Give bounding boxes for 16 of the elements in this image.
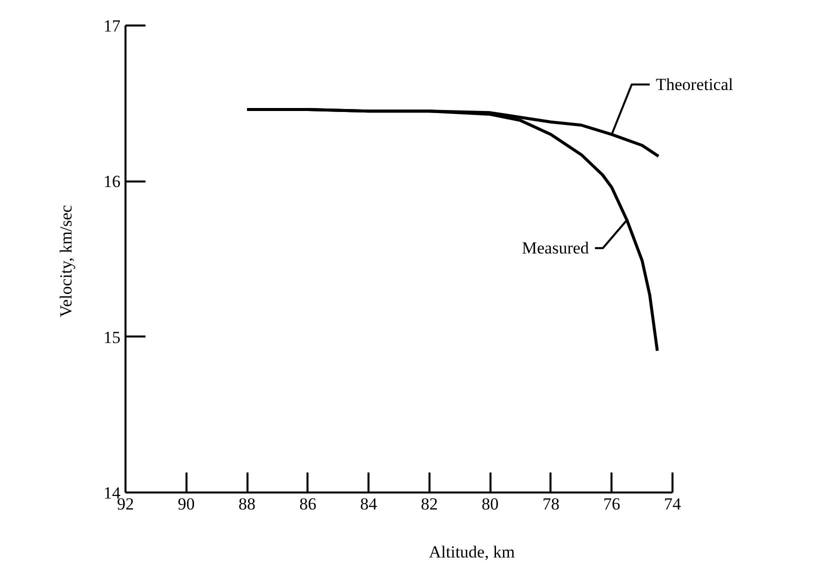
y-axis-title: Velocity, km/sec: [56, 204, 76, 318]
x-tick-label: 78: [542, 494, 560, 514]
text: Measured: [522, 238, 590, 258]
x-tick-label: 74: [664, 494, 682, 514]
x-tick-label: 90: [178, 494, 195, 514]
y-tick-label: 17: [104, 16, 121, 36]
x-tick-label: 84: [360, 494, 378, 514]
x-tick-label: 80: [482, 494, 499, 514]
y-tick-label: 16: [104, 172, 120, 192]
x-tick-label: 86: [299, 494, 316, 514]
text: Theoretical: [656, 74, 734, 94]
x-tick-label: 76: [603, 494, 620, 514]
y-tick-label: 15: [104, 328, 120, 347]
x-tick-label: 88: [238, 494, 256, 514]
x-tick-label: 82: [420, 494, 438, 514]
x-axis-title: Altitude, km: [428, 542, 515, 562]
